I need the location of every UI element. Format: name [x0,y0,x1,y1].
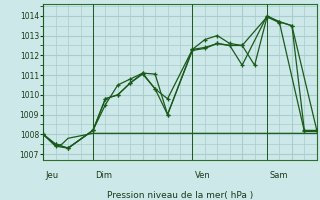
Text: Ven: Ven [195,171,210,180]
Text: Jeu: Jeu [45,171,59,180]
Text: Sam: Sam [269,171,288,180]
Text: Dim: Dim [95,171,112,180]
Text: Pression niveau de la mer( hPa ): Pression niveau de la mer( hPa ) [107,191,253,200]
